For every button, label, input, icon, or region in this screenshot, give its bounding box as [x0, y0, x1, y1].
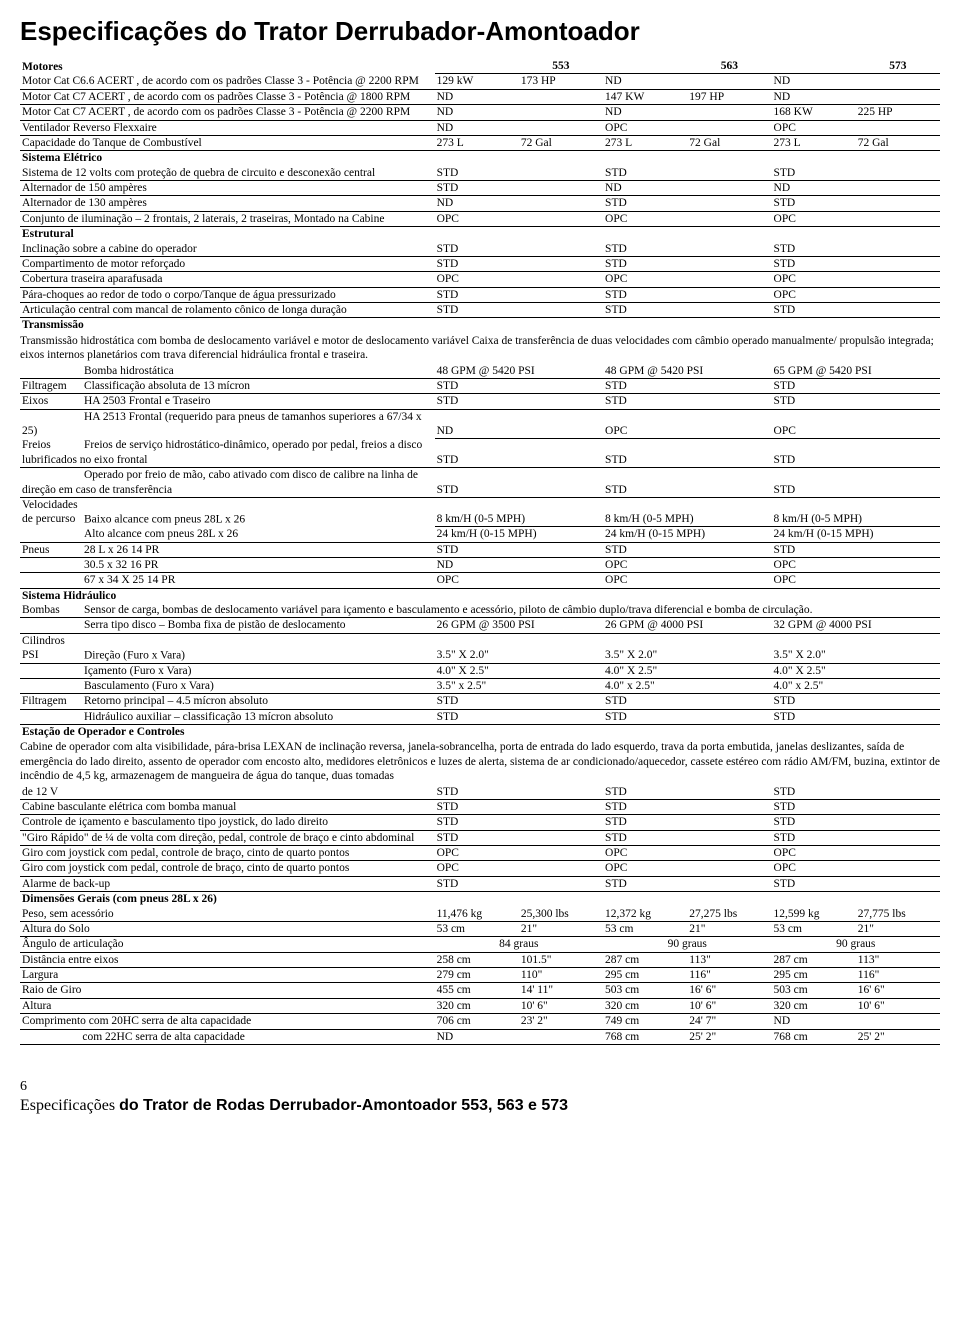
spec-table: Motores553563573Motor Cat C6.6 ACERT , d… [20, 59, 940, 1045]
page-footer: 6 Especificações do Trator de Rodas Derr… [20, 1079, 940, 1115]
page-title: Especificações do Trator Derrubador-Amon… [20, 16, 940, 47]
page-number: 6 [20, 1079, 940, 1095]
footer-title: Especificações do Trator de Rodas Derrub… [20, 1097, 940, 1115]
